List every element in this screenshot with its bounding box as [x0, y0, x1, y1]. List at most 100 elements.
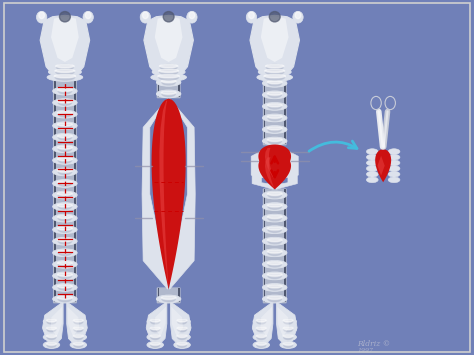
- Ellipse shape: [58, 204, 72, 209]
- Ellipse shape: [267, 215, 282, 218]
- Ellipse shape: [257, 335, 266, 340]
- Ellipse shape: [53, 145, 77, 153]
- Ellipse shape: [53, 203, 77, 211]
- Ellipse shape: [268, 262, 282, 267]
- Polygon shape: [171, 307, 183, 337]
- Ellipse shape: [58, 88, 72, 94]
- Ellipse shape: [156, 78, 181, 86]
- Polygon shape: [251, 144, 273, 180]
- Ellipse shape: [268, 273, 282, 279]
- Ellipse shape: [246, 11, 256, 23]
- Ellipse shape: [47, 327, 56, 332]
- Bar: [178, 288, 180, 302]
- Ellipse shape: [57, 273, 72, 276]
- Ellipse shape: [159, 75, 178, 80]
- Ellipse shape: [57, 181, 72, 184]
- Ellipse shape: [53, 226, 77, 234]
- Ellipse shape: [161, 296, 176, 299]
- Ellipse shape: [147, 326, 164, 333]
- Ellipse shape: [267, 115, 282, 118]
- Ellipse shape: [58, 250, 72, 256]
- Ellipse shape: [366, 166, 378, 171]
- Ellipse shape: [46, 343, 56, 345]
- Text: Rldriz ©: Rldriz ©: [357, 340, 391, 348]
- FancyBboxPatch shape: [263, 80, 287, 146]
- Ellipse shape: [58, 285, 72, 290]
- Ellipse shape: [267, 285, 282, 288]
- Polygon shape: [375, 149, 391, 182]
- Polygon shape: [68, 307, 79, 337]
- Polygon shape: [142, 99, 168, 289]
- FancyBboxPatch shape: [263, 189, 287, 304]
- Ellipse shape: [57, 158, 72, 161]
- Polygon shape: [146, 302, 167, 345]
- Ellipse shape: [178, 319, 187, 324]
- Ellipse shape: [53, 168, 77, 176]
- Ellipse shape: [150, 343, 160, 345]
- Ellipse shape: [263, 137, 287, 145]
- FancyBboxPatch shape: [157, 287, 181, 304]
- Ellipse shape: [56, 65, 73, 70]
- Ellipse shape: [263, 272, 287, 280]
- Ellipse shape: [267, 296, 282, 299]
- Polygon shape: [155, 307, 166, 337]
- FancyBboxPatch shape: [157, 80, 181, 98]
- Ellipse shape: [150, 335, 160, 337]
- Bar: [178, 81, 180, 97]
- Ellipse shape: [178, 335, 187, 340]
- Ellipse shape: [70, 342, 87, 348]
- Ellipse shape: [43, 342, 60, 348]
- Ellipse shape: [53, 237, 77, 245]
- Ellipse shape: [162, 91, 175, 97]
- Ellipse shape: [293, 11, 303, 23]
- Bar: [264, 189, 265, 302]
- Ellipse shape: [160, 69, 178, 75]
- Ellipse shape: [50, 63, 80, 71]
- Ellipse shape: [263, 261, 287, 268]
- Ellipse shape: [57, 111, 72, 114]
- Ellipse shape: [174, 326, 191, 333]
- Ellipse shape: [267, 239, 282, 241]
- Ellipse shape: [46, 335, 56, 337]
- Ellipse shape: [57, 146, 72, 149]
- Polygon shape: [43, 302, 63, 345]
- Ellipse shape: [57, 296, 72, 299]
- Bar: [284, 189, 286, 302]
- Ellipse shape: [48, 68, 82, 76]
- Ellipse shape: [283, 343, 292, 347]
- Polygon shape: [265, 148, 274, 179]
- Ellipse shape: [253, 326, 270, 333]
- Ellipse shape: [280, 334, 296, 341]
- Bar: [54, 81, 55, 302]
- Polygon shape: [40, 15, 90, 80]
- Ellipse shape: [85, 12, 91, 18]
- Polygon shape: [155, 16, 182, 62]
- Ellipse shape: [74, 335, 83, 340]
- Ellipse shape: [53, 284, 77, 291]
- Polygon shape: [51, 307, 62, 337]
- Ellipse shape: [388, 149, 400, 154]
- Ellipse shape: [388, 160, 400, 166]
- Ellipse shape: [58, 262, 72, 267]
- Polygon shape: [159, 101, 168, 287]
- Ellipse shape: [73, 327, 83, 329]
- Ellipse shape: [257, 319, 266, 324]
- Ellipse shape: [267, 81, 282, 83]
- Ellipse shape: [187, 11, 197, 23]
- Ellipse shape: [36, 11, 47, 23]
- Ellipse shape: [388, 166, 400, 171]
- Ellipse shape: [57, 88, 72, 91]
- Ellipse shape: [140, 11, 151, 23]
- Ellipse shape: [53, 295, 77, 303]
- Ellipse shape: [58, 296, 72, 302]
- Ellipse shape: [58, 146, 72, 152]
- Polygon shape: [252, 302, 273, 345]
- Ellipse shape: [249, 12, 254, 18]
- Ellipse shape: [161, 91, 176, 94]
- Ellipse shape: [256, 335, 266, 337]
- Ellipse shape: [267, 227, 282, 230]
- Ellipse shape: [366, 149, 378, 154]
- Ellipse shape: [47, 335, 56, 340]
- Ellipse shape: [267, 92, 282, 95]
- Ellipse shape: [58, 192, 72, 198]
